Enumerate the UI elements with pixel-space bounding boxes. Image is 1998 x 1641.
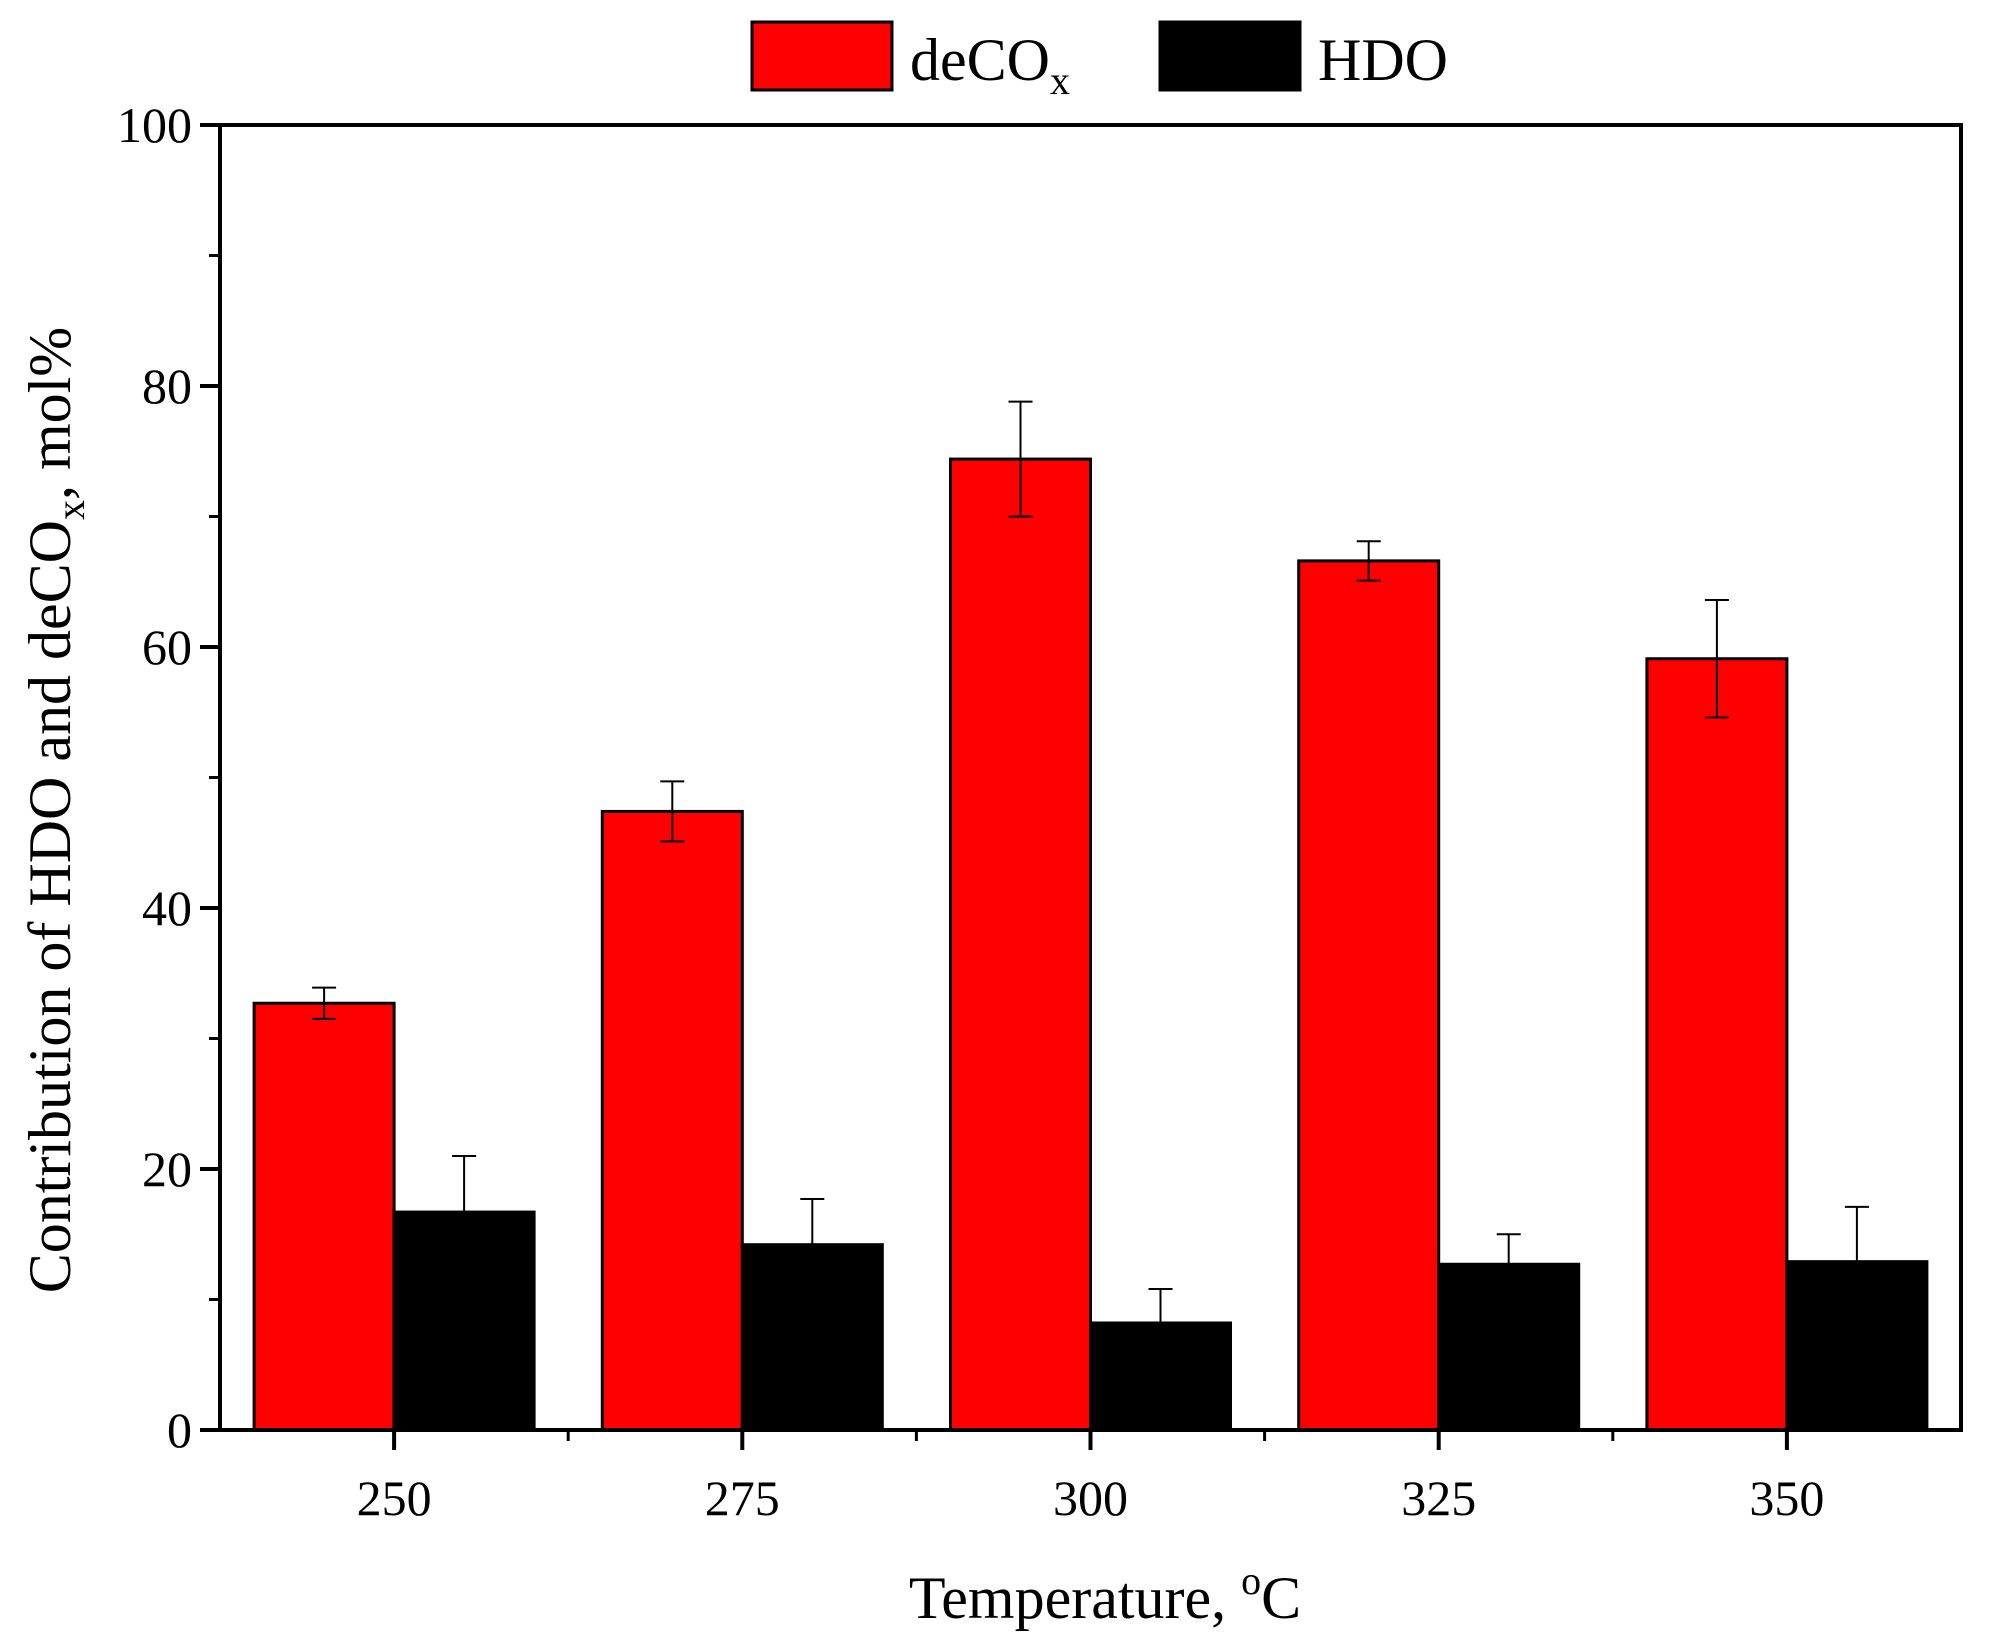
plot-area: 0 20 40 60 80 100 250 275 300 325 350	[117, 97, 1929, 1526]
x-tick-label: 325	[1401, 1470, 1476, 1526]
y-tick-label: 80	[142, 358, 192, 414]
legend-swatch-deco	[750, 20, 894, 92]
plot-frame	[218, 123, 1963, 1432]
legend-label-deco: deCOx	[910, 27, 1070, 103]
x-tick-label: 250	[357, 1470, 432, 1526]
y-tick-label: 20	[142, 1141, 192, 1197]
x-tick-label: 275	[705, 1470, 780, 1526]
y-tick-label: 40	[142, 880, 192, 936]
y-tick-label: 0	[167, 1402, 192, 1458]
y-tick-label: 100	[117, 97, 192, 153]
y-axis-title: Contribution of HDO and deCOx, mol%	[17, 327, 93, 1294]
bar-deco-250	[252, 1001, 396, 1432]
bar-deco-325	[1297, 559, 1441, 1432]
bar-deco-275	[600, 809, 744, 1432]
bar-deco-350	[1645, 657, 1789, 1432]
bar-deco-300	[949, 457, 1092, 1432]
x-tick-label: 350	[1749, 1470, 1824, 1526]
x-axis-title: Temperature, oC	[909, 1558, 1301, 1631]
y-tick-label: 60	[142, 619, 192, 675]
legend: deCOx HDO	[750, 20, 1448, 103]
legend-swatch-hdo	[1158, 20, 1302, 92]
x-tick-label: 300	[1053, 1470, 1128, 1526]
legend-label-hdo: HDO	[1318, 27, 1448, 93]
